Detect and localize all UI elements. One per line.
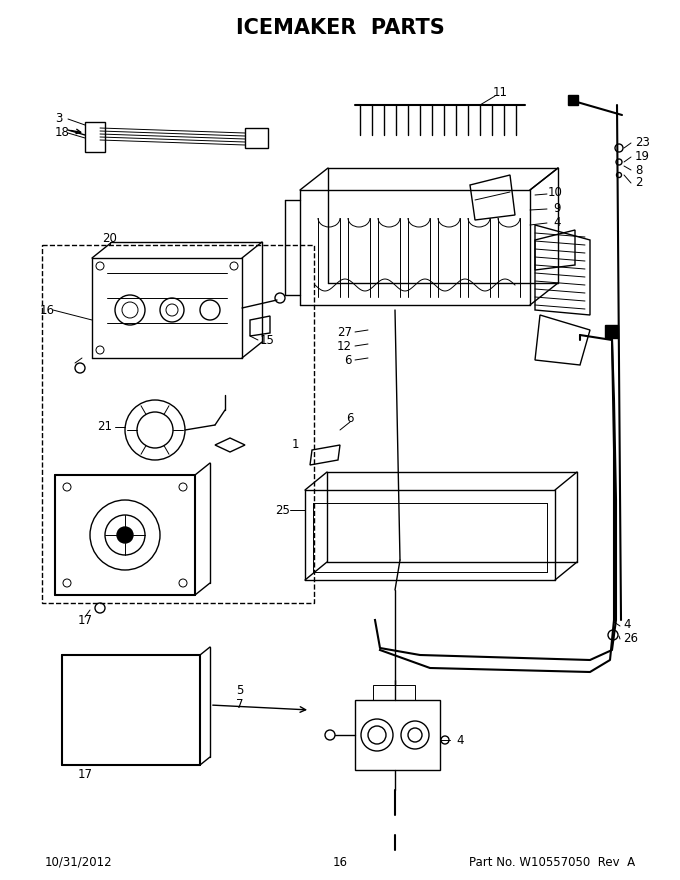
Text: 23: 23 — [635, 136, 650, 150]
Text: 12: 12 — [337, 340, 352, 353]
Text: 10: 10 — [548, 187, 563, 200]
Text: 19: 19 — [635, 150, 650, 164]
Text: 20: 20 — [103, 231, 118, 245]
Text: 11: 11 — [492, 85, 507, 99]
Text: 21: 21 — [97, 421, 112, 434]
Circle shape — [617, 172, 622, 178]
Text: Part No. W10557050  Rev  A: Part No. W10557050 Rev A — [469, 855, 635, 869]
Text: 27: 27 — [337, 326, 352, 339]
Text: 17: 17 — [78, 768, 92, 781]
Text: 6: 6 — [346, 412, 354, 424]
Circle shape — [615, 144, 623, 152]
Text: 26: 26 — [623, 632, 638, 644]
Text: 4: 4 — [623, 619, 630, 632]
Text: 16: 16 — [333, 855, 347, 869]
Polygon shape — [605, 325, 618, 338]
Bar — [42, 245, 314, 603]
Text: 17: 17 — [78, 613, 92, 627]
Text: 8: 8 — [635, 164, 643, 177]
Polygon shape — [568, 95, 578, 105]
Text: 1: 1 — [291, 438, 299, 451]
Text: 2: 2 — [635, 177, 643, 189]
Text: 5: 5 — [237, 684, 243, 696]
Circle shape — [275, 293, 285, 303]
Text: 25: 25 — [275, 503, 290, 517]
Text: 16: 16 — [40, 304, 55, 317]
Text: 6: 6 — [345, 354, 352, 366]
Text: 18: 18 — [55, 126, 70, 138]
Text: 3: 3 — [55, 112, 63, 124]
Text: 4: 4 — [456, 734, 464, 746]
Circle shape — [616, 159, 622, 165]
Text: 10/31/2012: 10/31/2012 — [45, 855, 113, 869]
Text: 15: 15 — [260, 334, 275, 347]
Text: ICEMAKER  PARTS: ICEMAKER PARTS — [236, 18, 444, 38]
Circle shape — [441, 736, 449, 744]
Circle shape — [325, 730, 335, 740]
Text: 7: 7 — [236, 699, 243, 712]
Text: 4: 4 — [553, 216, 560, 229]
Circle shape — [117, 527, 133, 543]
Text: 9: 9 — [553, 202, 560, 215]
